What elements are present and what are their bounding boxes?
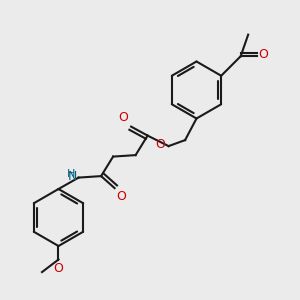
Text: O: O — [118, 111, 128, 124]
Text: O: O — [259, 48, 269, 61]
Text: O: O — [155, 138, 165, 151]
Text: N: N — [68, 169, 77, 183]
Text: H: H — [67, 169, 76, 179]
Text: O: O — [54, 262, 63, 275]
Text: O: O — [116, 190, 126, 203]
